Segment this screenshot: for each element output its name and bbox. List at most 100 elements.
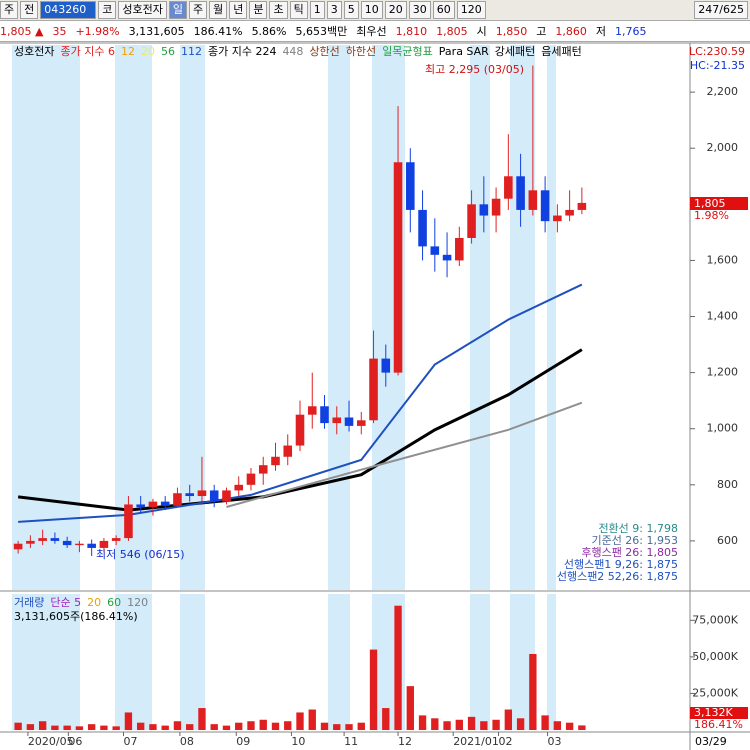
legend-item: 하한선: [345, 45, 377, 58]
candle-body: [148, 501, 158, 508]
volume-bar: [516, 718, 525, 730]
x-tick-label: 06: [68, 735, 82, 748]
legend-item: 112: [180, 45, 202, 58]
toolbar-item[interactable]: 10: [360, 1, 383, 19]
toolbar-item[interactable]: 주: [188, 1, 208, 19]
quote-item: 1,805: [436, 24, 468, 38]
toolbar-item[interactable]: 성호전자: [118, 1, 167, 19]
volume-bar: [443, 721, 451, 730]
candle-body: [516, 176, 525, 210]
volume-bar: [14, 722, 22, 730]
y-tick-label: 1,400: [707, 310, 739, 323]
candle-body: [246, 473, 256, 485]
candle-body: [62, 540, 72, 546]
quote-item: 1,860: [555, 24, 587, 38]
candle-body: [504, 176, 513, 199]
candle-body: [222, 490, 231, 502]
volume-bar: [124, 712, 133, 730]
pattern-band: [328, 594, 350, 730]
toolbar-item[interactable]: 월: [209, 1, 228, 19]
x-tick-label: 03: [548, 735, 562, 748]
x-tick-label: 11: [344, 735, 358, 748]
candle-body: [50, 538, 60, 541]
pattern-band: [547, 45, 556, 590]
candle-body: [295, 414, 305, 446]
pattern-band: [547, 594, 556, 730]
toolbar-item[interactable]: 전: [20, 1, 39, 19]
candle-body: [173, 493, 182, 506]
toolbar-item[interactable]: 120: [456, 1, 486, 19]
candle-body: [99, 540, 109, 548]
volume-bar: [235, 722, 243, 730]
pattern-band: [470, 594, 490, 730]
volume-bar: [492, 719, 500, 730]
y-tick-label: 2,200: [707, 85, 739, 98]
y-tick-label: 50,000K: [692, 650, 738, 663]
toolbar-item[interactable]: 043260: [40, 1, 97, 19]
high-note: 최고 2,295 (03/05): [425, 63, 524, 76]
candle-body: [344, 417, 354, 426]
last-date: 03/29: [695, 735, 727, 748]
y-tick-label: 600: [717, 534, 738, 547]
volume-bar: [149, 724, 157, 730]
toolbar-item[interactable]: 1: [309, 1, 325, 19]
x-tick-label: 08: [180, 735, 194, 748]
toolbar-item[interactable]: 주: [0, 1, 19, 19]
low-note: 최저 546 (06/15): [96, 548, 185, 561]
toolbar-item[interactable]: 30: [408, 1, 431, 19]
pattern-band: [12, 594, 80, 730]
volume-bar: [38, 721, 47, 730]
legend-item: 단순 5: [50, 596, 82, 609]
candle-body: [381, 358, 391, 373]
toolbar-item[interactable]: 3: [326, 1, 342, 19]
quote-item: 3,131,605: [128, 24, 185, 38]
legend-item: 강세패턴: [494, 45, 536, 58]
y-tick-label: 1,200: [707, 366, 739, 379]
candle-body: [197, 490, 207, 497]
candle-body: [209, 490, 219, 502]
volume-bar: [137, 722, 145, 730]
toolbar-item[interactable]: 일: [168, 1, 187, 19]
x-tick-label: 09: [236, 735, 250, 748]
toolbar-item[interactable]: 60: [432, 1, 455, 19]
toolbar-item[interactable]: 247/625: [694, 1, 748, 19]
info-line: 선행스팬1 9,26: 1,875: [563, 558, 678, 571]
candle-body: [234, 484, 244, 491]
candle-body: [87, 543, 96, 548]
legend-item: 56: [160, 45, 175, 58]
toolbar-item[interactable]: 코: [98, 1, 117, 19]
volume-bar: [431, 718, 439, 730]
volume-bar: [259, 719, 267, 730]
toolbar-item[interactable]: 분: [249, 1, 268, 19]
candle-body: [160, 501, 170, 506]
toolbar-item[interactable]: 5: [343, 1, 359, 19]
candle-body: [13, 543, 23, 550]
quote-item: +1.98%: [75, 24, 120, 38]
toolbar-item[interactable]: 20: [384, 1, 407, 19]
volume-bar: [578, 725, 586, 730]
candle-body: [320, 406, 329, 424]
volume-bar: [26, 724, 35, 730]
candle-body: [418, 209, 427, 247]
candle-body: [75, 543, 84, 546]
y-tick-label: 800: [717, 478, 738, 491]
volume-bar: [418, 715, 427, 730]
toolbar-item[interactable]: 년: [229, 1, 248, 19]
volume-summary: 3,131,605주(186.41%): [14, 610, 138, 623]
volume-tag-value: 3,132K: [694, 706, 733, 719]
price-tag: [690, 197, 748, 210]
toolbar-item[interactable]: 초: [269, 1, 288, 19]
toolbar-item[interactable]: 틱: [289, 1, 308, 19]
candle-body: [26, 540, 35, 544]
legend-item: 20: [140, 45, 155, 58]
candle-body: [393, 162, 403, 373]
volume-bar: [357, 722, 365, 730]
legend-item: 종가 지수 6: [60, 45, 115, 58]
legend-item: 120: [127, 596, 149, 609]
candle-body: [356, 420, 366, 426]
x-tick-label: 10: [291, 735, 305, 748]
candle-body: [479, 204, 489, 216]
quote-item: 최우선: [356, 25, 387, 38]
candle-body: [258, 465, 268, 474]
candle-body: [442, 254, 452, 261]
